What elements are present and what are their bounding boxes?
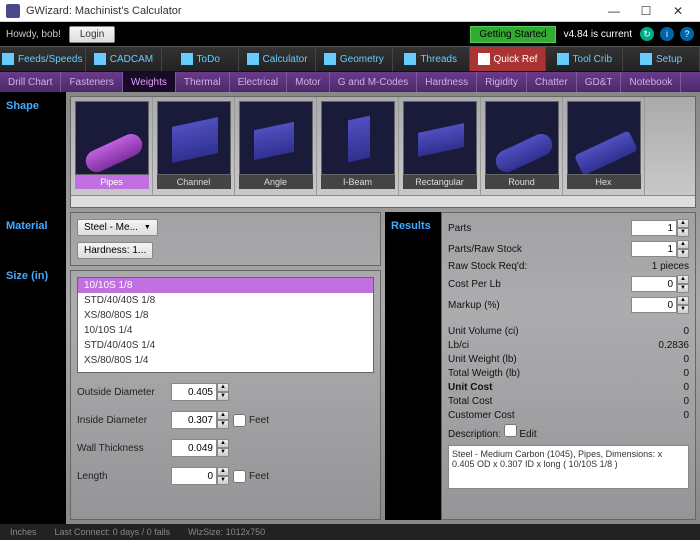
login-button[interactable]: Login [69, 26, 115, 43]
subtab-drill-chart[interactable]: Drill Chart [0, 72, 61, 92]
tab-tool-crib[interactable]: Tool Crib [546, 47, 623, 71]
info-icon[interactable]: i [660, 27, 674, 41]
results-panel: Parts▲▼ Parts/Raw Stock▲▼ Raw Stock Req'… [441, 212, 696, 520]
shape-ibeam[interactable]: I-Beam [317, 97, 399, 195]
size-item[interactable]: XS/80/80S 1/8 [78, 308, 373, 323]
status-conn: Last Connect: 0 days / 0 fails [55, 527, 171, 537]
subtab-electrical[interactable]: Electrical [230, 72, 288, 92]
size-item[interactable]: 10/10S 1/8 [78, 278, 373, 293]
len-input[interactable] [171, 467, 217, 485]
header-bar: Howdy, bob! Login Getting Started v4.84 … [0, 22, 700, 46]
app-icon [6, 4, 20, 18]
od-label: Outside Diameter [77, 387, 167, 398]
shape-pipes[interactable]: Pipes [71, 97, 153, 195]
subtab-hardness[interactable]: Hardness [417, 72, 477, 92]
refresh-icon[interactable]: ↻ [640, 27, 654, 41]
id-label: Inside Diameter [77, 415, 167, 426]
version-text: v4.84 is current [564, 29, 632, 40]
sidebar-size-label: Size (in) [0, 262, 66, 290]
maximize-button[interactable]: ☐ [630, 1, 662, 21]
wt-input[interactable] [171, 439, 217, 457]
desc-edit-checkbox[interactable] [504, 424, 517, 437]
spin-down[interactable]: ▼ [217, 476, 229, 485]
shape-channel[interactable]: Channel [153, 97, 235, 195]
spin-up[interactable]: ▲ [217, 467, 229, 476]
titlebar: GWizard: Machinist's Calculator — ☐ ✕ [0, 0, 700, 22]
results-label: Results [385, 212, 441, 520]
spin-down[interactable]: ▼ [217, 392, 229, 401]
tab-cadcam[interactable]: CADCAM [86, 47, 163, 71]
size-item[interactable]: XS/80/80S 1/4 [78, 353, 373, 368]
sidebar-shape-label: Shape [0, 92, 66, 212]
subtab-gm-codes[interactable]: G and M-Codes [330, 72, 418, 92]
sidebar-material-label: Material [0, 212, 66, 262]
shape-angle[interactable]: Angle [235, 97, 317, 195]
spin-up[interactable]: ▲ [217, 411, 229, 420]
hardness-button[interactable]: Hardness: 1... [77, 242, 153, 259]
cpl-input[interactable] [631, 276, 677, 292]
od-input[interactable] [171, 383, 217, 401]
size-item[interactable]: STD/40/40S 1/8 [78, 293, 373, 308]
getting-started-button[interactable]: Getting Started [470, 26, 555, 43]
status-bar: Inches Last Connect: 0 days / 0 fails Wi… [0, 524, 700, 540]
subtab-motor[interactable]: Motor [287, 72, 330, 92]
spin-down[interactable]: ▼ [217, 420, 229, 429]
shape-rectangular[interactable]: Rectangular [399, 97, 481, 195]
size-item[interactable]: STD/40/40S 1/4 [78, 338, 373, 353]
shapes-strip: Pipes Channel Angle I-Beam Rectangular [70, 96, 696, 208]
sub-tabs: Drill Chart Fasteners Weights Thermal El… [0, 72, 700, 92]
size-list[interactable]: 10/10S 1/8 STD/40/40S 1/8 XS/80/80S 1/8 … [77, 277, 374, 373]
subtab-weights[interactable]: Weights [123, 72, 176, 92]
shape-round[interactable]: Round [481, 97, 563, 195]
prs-input[interactable] [631, 241, 677, 257]
size-item[interactable]: 10/10S 1/4 [78, 323, 373, 338]
subtab-rigidity[interactable]: Rigidity [477, 72, 527, 92]
status-wsize: WizSize: 1012x750 [188, 527, 265, 537]
description-text[interactable]: Steel - Medium Carbon (1045), Pipes, Dim… [448, 445, 689, 489]
window-title: GWizard: Machinist's Calculator [26, 5, 598, 17]
tab-todo[interactable]: ToDo [162, 47, 239, 71]
material-panel: Steel - Me... Hardness: 1... [70, 212, 381, 266]
main-tabs: Feeds/Speeds CADCAM ToDo Calculator Geom… [0, 46, 700, 72]
greeting-text: Howdy, bob! [6, 29, 61, 40]
id-input[interactable] [171, 411, 217, 429]
close-button[interactable]: ✕ [662, 1, 694, 21]
mk-input[interactable] [631, 297, 677, 313]
sidebar: Shape Material Size (in) [0, 92, 66, 524]
subtab-thermal[interactable]: Thermal [176, 72, 230, 92]
id-feet-checkbox[interactable] [233, 414, 246, 427]
tab-calculator[interactable]: Calculator [239, 47, 316, 71]
minimize-button[interactable]: — [598, 1, 630, 21]
shape-hex[interactable]: Hex [563, 97, 645, 195]
content-area: Shape Material Size (in) Pipes Channel A… [0, 92, 700, 524]
shapes-scrollbar[interactable] [71, 195, 695, 207]
spin-up[interactable]: ▲ [217, 383, 229, 392]
tab-geometry[interactable]: Geometry [316, 47, 393, 71]
material-combo[interactable]: Steel - Me... [77, 219, 158, 236]
wt-label: Wall Thickness [77, 443, 167, 454]
len-label: Length [77, 471, 167, 482]
size-panel: 10/10S 1/8 STD/40/40S 1/8 XS/80/80S 1/8 … [70, 270, 381, 520]
subtab-notebook[interactable]: Notebook [621, 72, 681, 92]
status-units: Inches [10, 527, 37, 537]
spin-up[interactable]: ▲ [217, 439, 229, 448]
subtab-gdt[interactable]: GD&T [577, 72, 622, 92]
subtab-fasteners[interactable]: Fasteners [61, 72, 122, 92]
parts-input[interactable] [631, 220, 677, 236]
tab-setup[interactable]: Setup [623, 47, 700, 71]
tab-quick-ref[interactable]: Quick Ref [470, 47, 547, 71]
help-icon[interactable]: ? [680, 27, 694, 41]
len-feet-checkbox[interactable] [233, 470, 246, 483]
spin-down[interactable]: ▼ [217, 448, 229, 457]
tab-threads[interactable]: Threads [393, 47, 470, 71]
subtab-chatter[interactable]: Chatter [527, 72, 577, 92]
tab-feeds-speeds[interactable]: Feeds/Speeds [0, 47, 86, 71]
